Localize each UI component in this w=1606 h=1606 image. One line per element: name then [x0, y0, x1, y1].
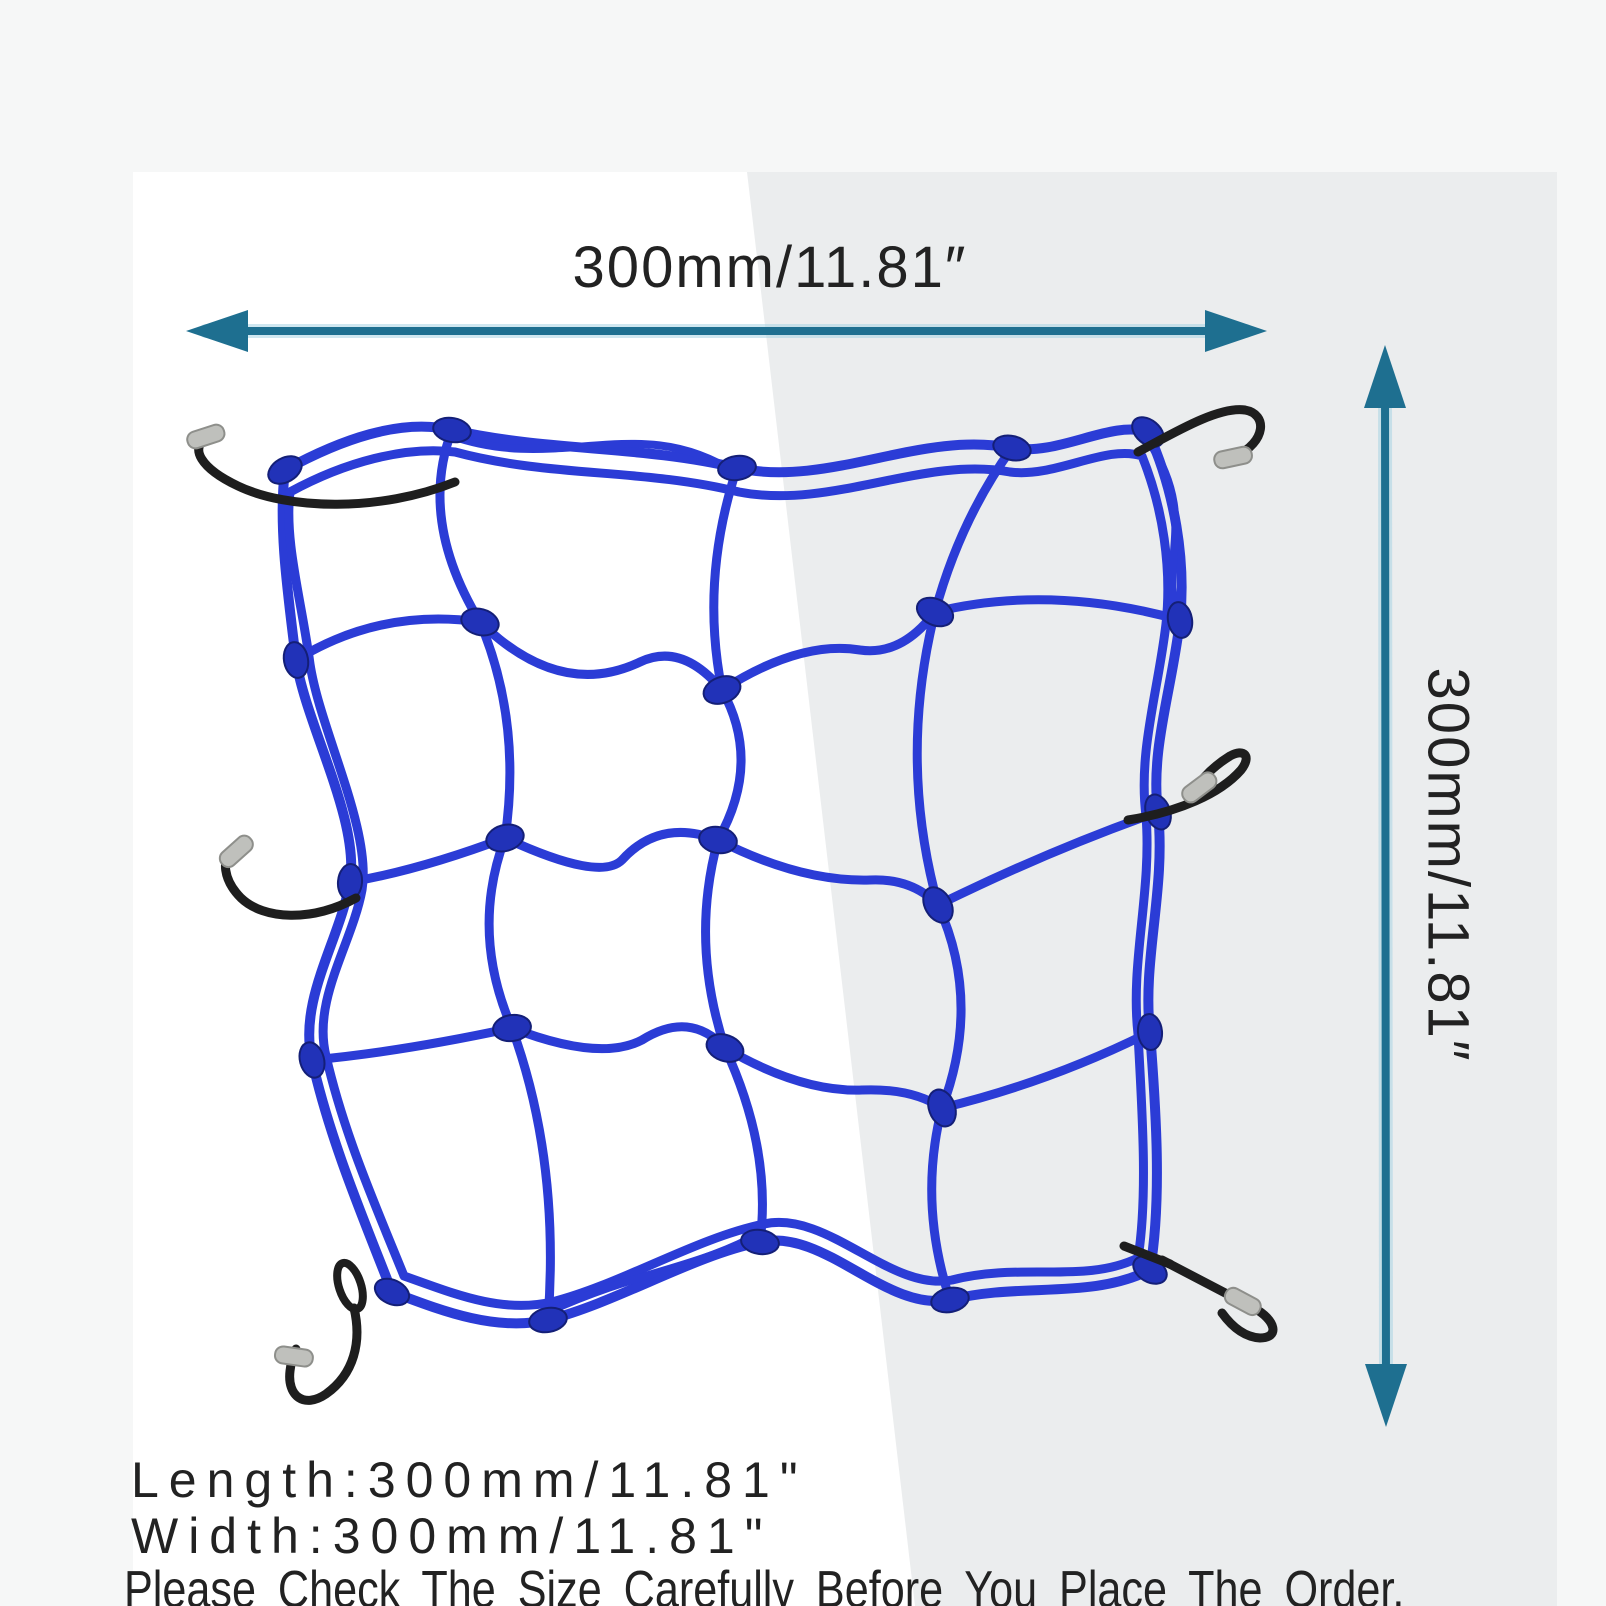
hook-top-right	[1133, 405, 1265, 470]
arrowhead-right	[1205, 310, 1267, 352]
net-hooks	[186, 405, 1278, 1405]
net-extra-strand-top	[448, 432, 741, 478]
net-border-outer	[277, 421, 1187, 1329]
hook-middle-left	[218, 834, 361, 920]
net-vertical-cords	[435, 425, 1017, 1325]
hook-top-left	[186, 423, 460, 509]
hook-middle-right	[1123, 748, 1251, 825]
net-knots	[267, 416, 1194, 1334]
size-check-notice: Please Check The Size Carefully Before Y…	[124, 1561, 1405, 1606]
width-text: Width:300mm/11.81"	[131, 1508, 773, 1564]
size-text-block: Length:300mm/11.81" Width:300mm/11.81"	[131, 1452, 808, 1564]
arrowhead-up	[1364, 345, 1406, 408]
net-horizontal-cords	[291, 595, 1185, 1113]
bungee-net	[267, 416, 1194, 1334]
arrowhead-down	[1365, 1364, 1407, 1427]
net-border-inner	[284, 446, 1173, 1310]
net-extra-strand-right	[1144, 436, 1182, 626]
length-text: Length:300mm/11.81"	[131, 1452, 808, 1508]
height-dimension-label: 300mm/11.81″	[1415, 667, 1481, 1063]
height-dimension-arrow	[1364, 345, 1407, 1427]
net-extra-strand-bottom	[544, 1228, 766, 1316]
hook-bottom-right	[1119, 1241, 1278, 1343]
width-dimension-label: 300mm/11.81″	[572, 235, 968, 300]
hook-bottom-left	[273, 1258, 367, 1405]
width-dimension-arrow	[186, 310, 1267, 352]
arrowhead-left	[186, 310, 248, 352]
